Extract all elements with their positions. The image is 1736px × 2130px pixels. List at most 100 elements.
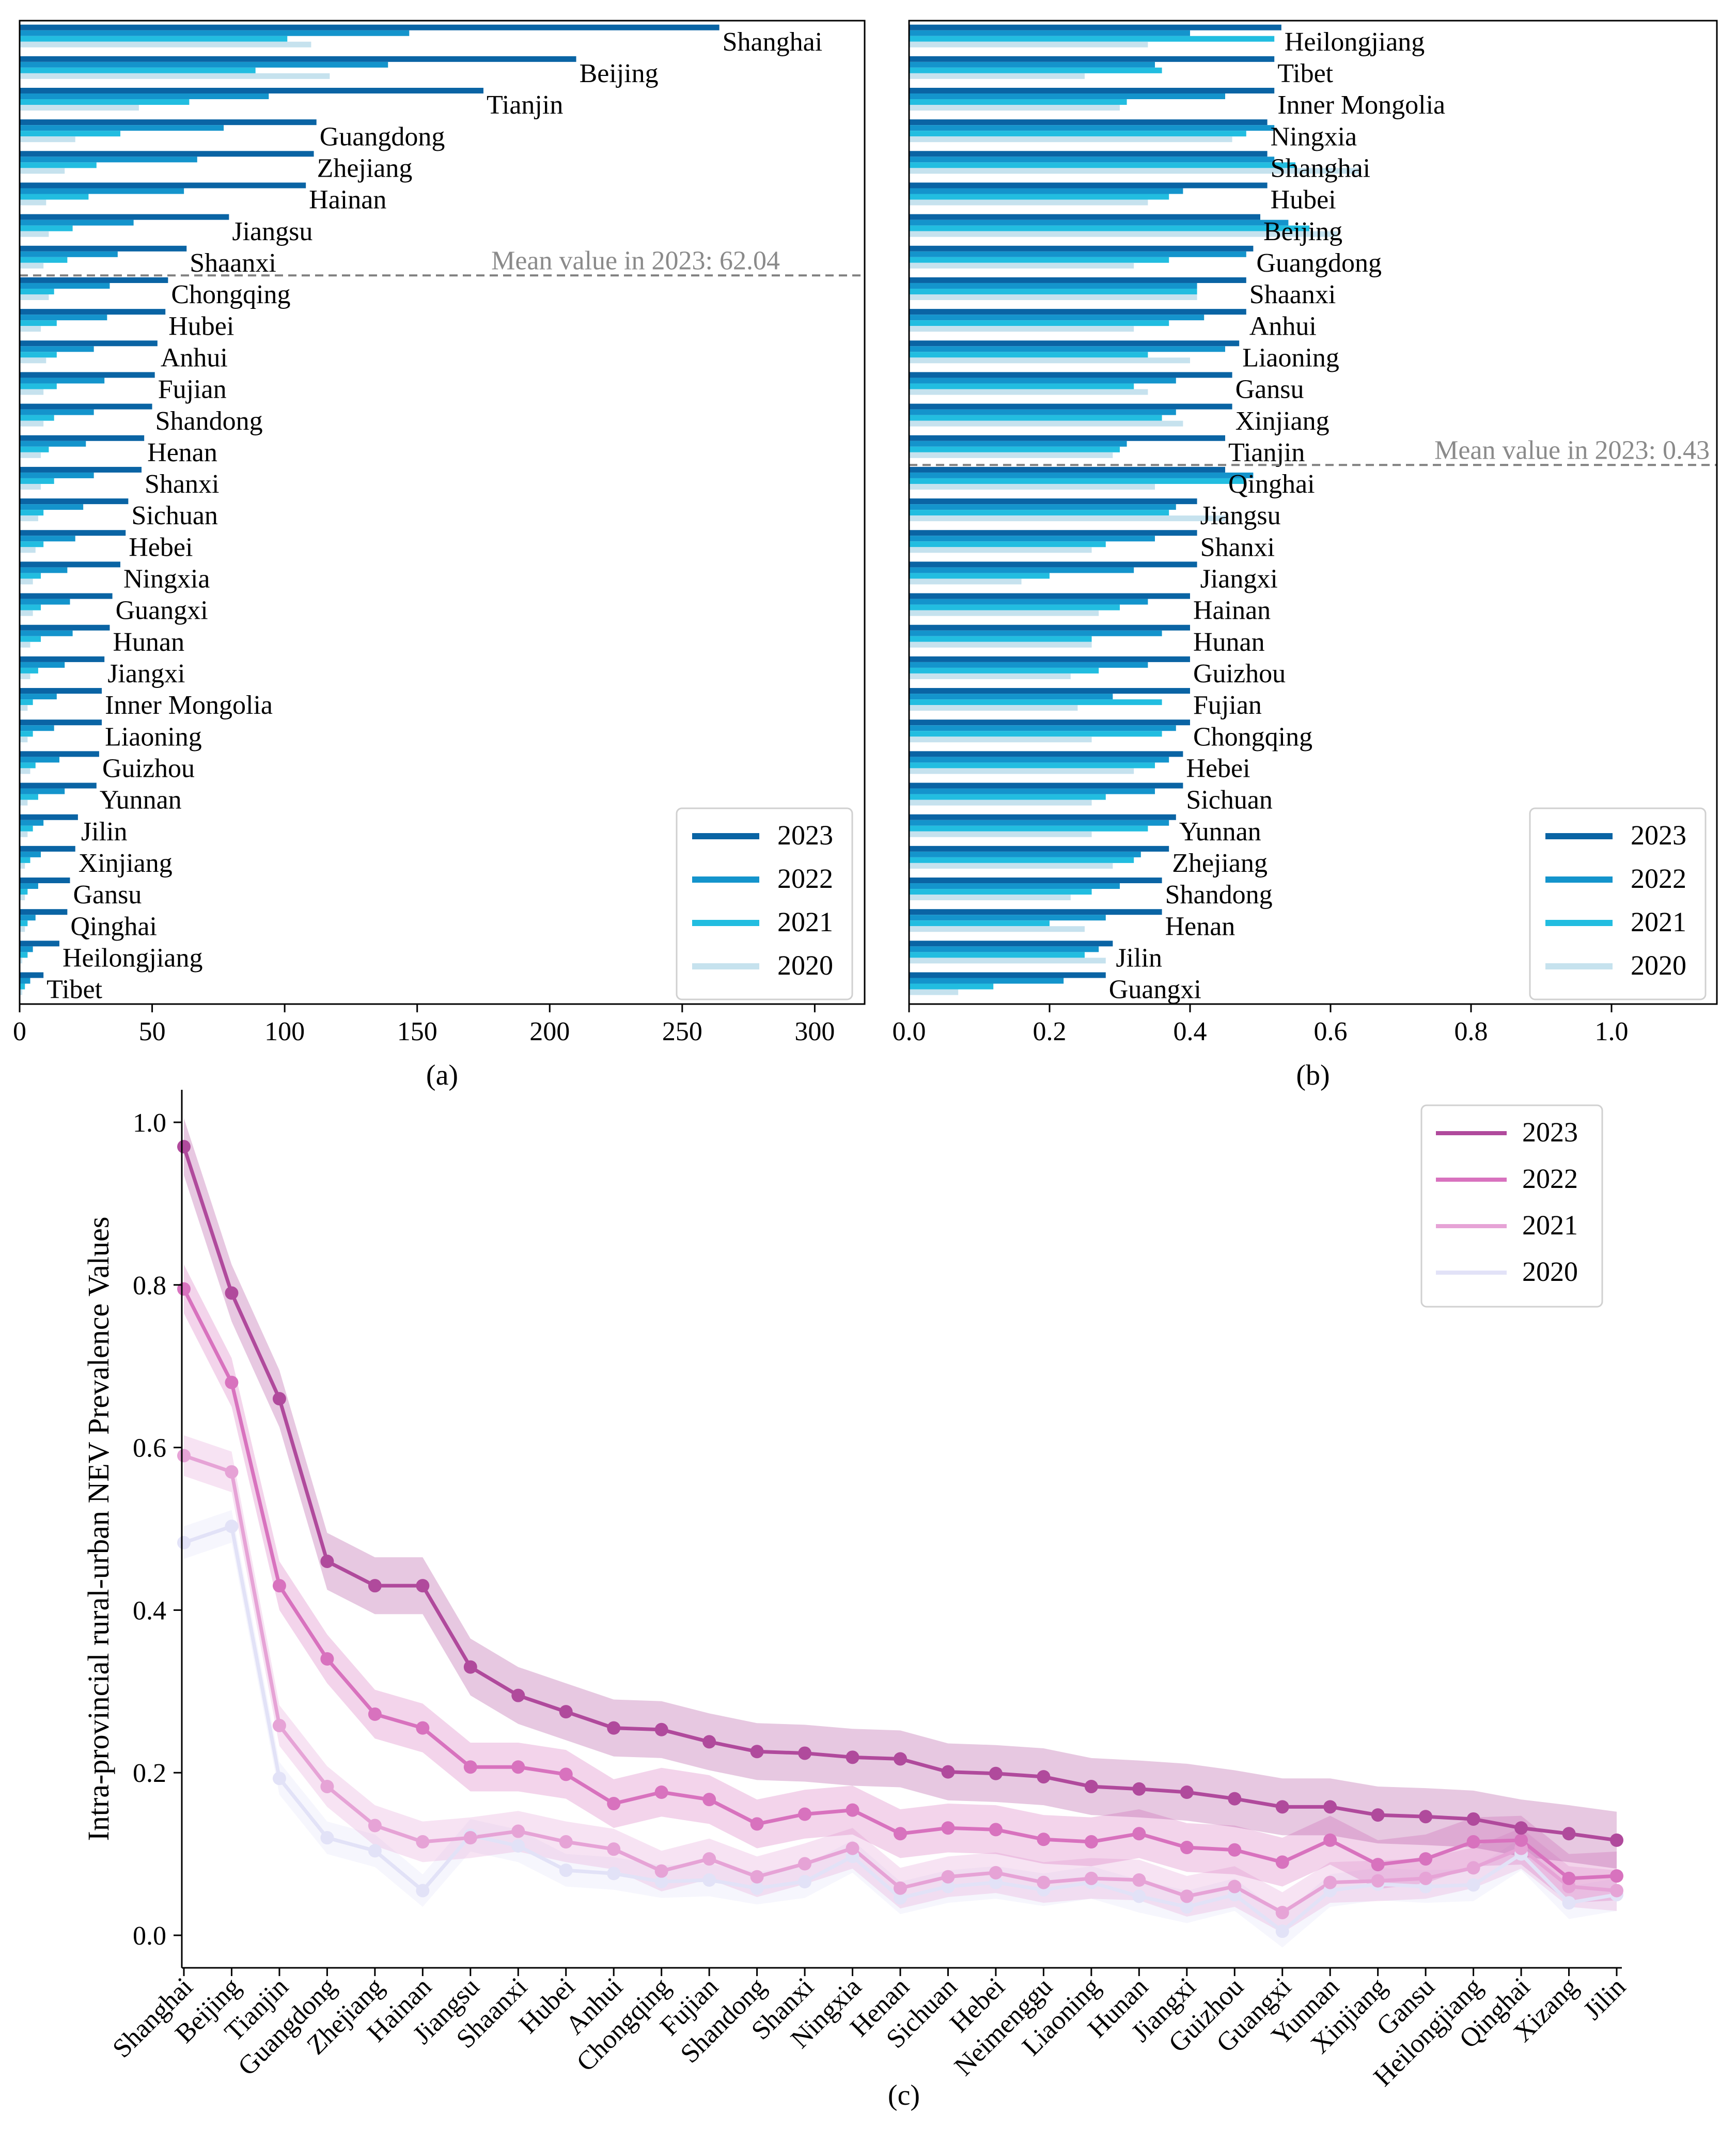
panel-a-frame xyxy=(19,20,866,1005)
province-label: Tianjin xyxy=(487,90,563,120)
point-2023-anhui xyxy=(607,1721,621,1735)
point-2021-zhejiang xyxy=(368,1819,382,1833)
point-2021-xinjiang xyxy=(1371,1874,1385,1888)
point-2022-hainan xyxy=(416,1721,430,1735)
point-2021-guizhou xyxy=(1228,1880,1242,1893)
legend-label-2020: 2020 xyxy=(1522,1256,1578,1287)
bar-2022-jiangsu xyxy=(20,220,134,226)
bar-2021-shaanxi xyxy=(909,288,1197,294)
point-2021-shandong xyxy=(750,1870,764,1884)
x-tick-label: 250 xyxy=(662,1017,702,1046)
bar-2020-guizhou xyxy=(909,673,1071,679)
bar-2023-beijing xyxy=(909,214,1260,220)
province-label: Guangdong xyxy=(1256,248,1382,278)
legend-label-2021: 2021 xyxy=(1522,1210,1578,1241)
bar-2020-inner-mongolia xyxy=(20,705,28,711)
bar-2022-tibet xyxy=(909,61,1155,68)
bar-2022-hainan xyxy=(20,188,184,194)
bar-2023-guangxi xyxy=(909,972,1106,978)
bar-2021-shanghai xyxy=(909,162,1295,168)
bar-2020-shaanxi xyxy=(20,262,44,269)
point-2023-hunan xyxy=(1132,1782,1146,1796)
point-2023-guangxi xyxy=(1275,1800,1289,1814)
point-2022-zhejiang xyxy=(368,1707,382,1721)
bar-2023-anhui xyxy=(20,340,158,347)
point-2023-henan xyxy=(894,1752,907,1766)
province-label: Gansu xyxy=(1235,375,1304,404)
bar-2023-zhejiang xyxy=(909,845,1169,852)
point-2022-liaoning xyxy=(1084,1835,1098,1849)
bar-2022-chongqing xyxy=(909,725,1176,731)
province-label: Ningxia xyxy=(1271,122,1357,151)
y-tick-label: 0.0 xyxy=(133,1921,166,1951)
point-2020-henan xyxy=(894,1891,907,1905)
bar-2020-guangxi xyxy=(20,610,33,616)
bar-2021-shanghai xyxy=(20,36,288,42)
legend-label-2022: 2022 xyxy=(1522,1163,1578,1194)
bar-2022-fujian xyxy=(20,378,105,384)
province-label: Liaoning xyxy=(1242,343,1339,372)
bar-2021-jiangsu xyxy=(20,225,73,231)
bar-2023-inner-mongolia xyxy=(909,87,1275,94)
bar-2023-liaoning xyxy=(20,719,102,726)
point-2023-jilin xyxy=(1610,1833,1623,1847)
province-label: Beijing xyxy=(1263,217,1342,246)
bar-2022-sichuan xyxy=(20,504,84,510)
point-2023-beijing xyxy=(225,1286,239,1300)
point-2020-guangxi xyxy=(1275,1924,1289,1938)
legend-label-2023: 2023 xyxy=(1631,820,1686,851)
bar-2022-hubei xyxy=(20,315,107,321)
point-2023-fujian xyxy=(702,1735,716,1749)
point-2021-anhui xyxy=(607,1842,621,1856)
point-2022-hebei xyxy=(989,1823,1003,1837)
bar-2023-shanghai xyxy=(20,24,720,30)
province-label: Yunnan xyxy=(100,786,182,815)
bar-2020-hubei xyxy=(20,326,41,332)
point-2022-anhui xyxy=(607,1797,621,1811)
bar-2020-guangdong xyxy=(909,262,1134,269)
point-2023-shandong xyxy=(750,1745,764,1759)
point-2020-hunan xyxy=(1132,1889,1146,1903)
point-2021-jiangxi xyxy=(1180,1889,1194,1903)
bar-2021-guangxi xyxy=(909,983,994,990)
province-label: Yunnan xyxy=(1179,817,1261,847)
point-2023-xizang xyxy=(1562,1827,1576,1841)
bar-2023-guangdong xyxy=(909,245,1254,252)
province-label: Fujian xyxy=(158,375,227,404)
province-label: Qinghai xyxy=(1228,469,1315,499)
point-2022-sichuan xyxy=(941,1821,955,1835)
bar-2021-jiangxi xyxy=(20,667,38,674)
bar-2020-zhejiang xyxy=(909,863,1113,869)
bar-2023-henan xyxy=(20,435,145,441)
province-label: Sichuan xyxy=(131,501,218,530)
bar-2023-hebei xyxy=(909,751,1183,757)
bar-2022-tianjin xyxy=(909,441,1127,447)
bar-2021-inner-mongolia xyxy=(20,699,33,706)
bar-2021-yunnan xyxy=(20,794,38,800)
point-2022-shandong xyxy=(750,1817,764,1831)
bar-2023-tianjin xyxy=(20,87,483,94)
bar-2023-shandong xyxy=(909,878,1162,884)
bar-2023-hainan xyxy=(20,182,306,189)
bar-2022-xinjiang xyxy=(20,851,41,857)
point-2022-jiangxi xyxy=(1180,1841,1194,1855)
bar-2023-shandong xyxy=(20,403,152,410)
bar-2022-shanxi xyxy=(909,536,1155,542)
bar-2021-henan xyxy=(909,920,1050,927)
bar-2023-guizhou xyxy=(909,656,1190,662)
bar-2022-jiangxi xyxy=(909,567,1134,573)
bar-2020-ningxia xyxy=(909,136,1232,143)
bar-2021-chongqing xyxy=(20,288,54,294)
point-2020-sichuan xyxy=(941,1880,955,1893)
y-tick-label: 1.0 xyxy=(133,1108,166,1138)
point-2020-hebei xyxy=(989,1875,1003,1889)
point-2022-henan xyxy=(894,1827,907,1841)
bar-2023-tibet xyxy=(909,56,1275,62)
province-label: Jiangxi xyxy=(1200,565,1278,594)
bar-2022-inner-mongolia xyxy=(20,694,57,700)
point-2021-shanghai xyxy=(177,1449,191,1463)
bar-2023-gansu xyxy=(909,372,1232,378)
province-label: Hebei xyxy=(129,532,193,562)
panel-a-x-axis: 0 50 100 150 200 250 300 xyxy=(13,1004,835,1046)
